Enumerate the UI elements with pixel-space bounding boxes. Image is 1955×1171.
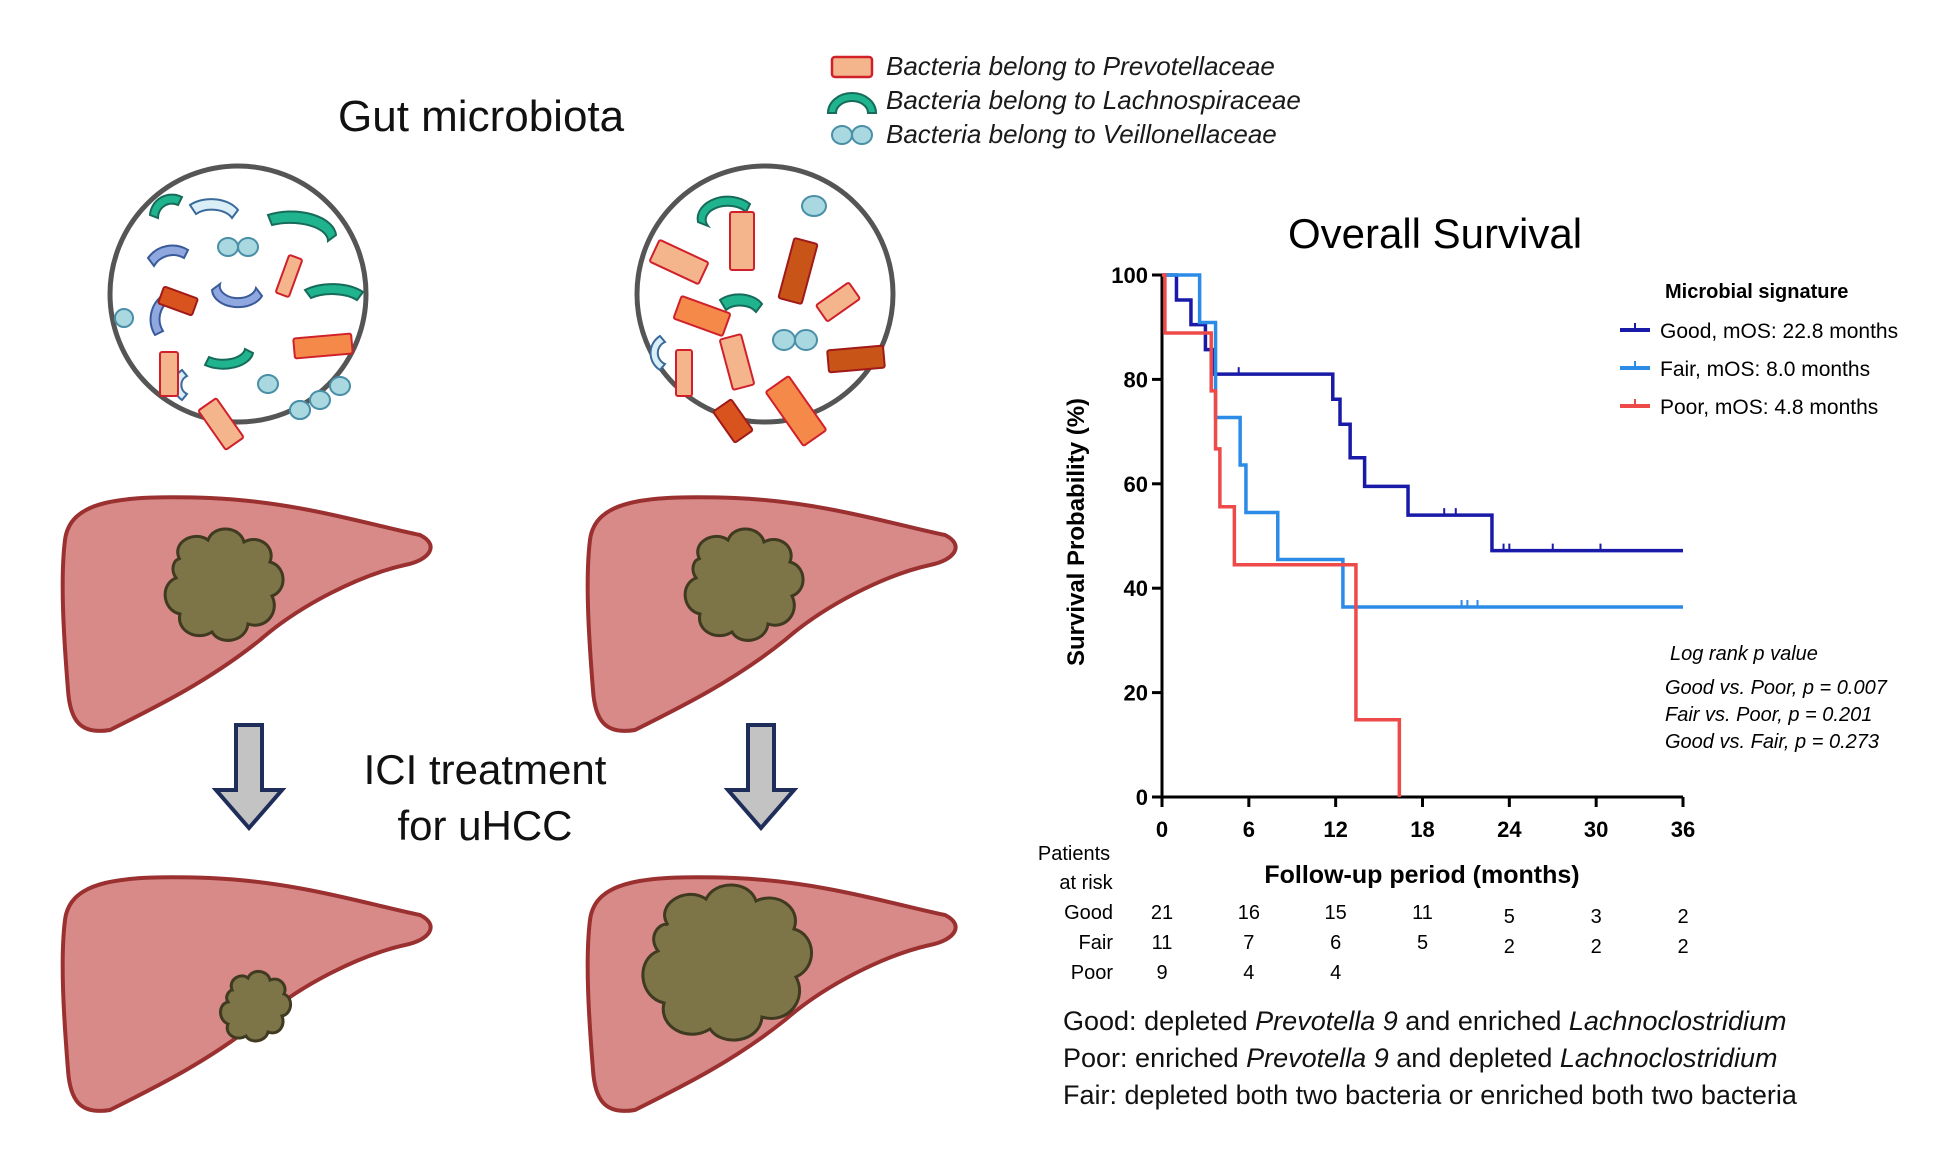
risk-table: Good 21 16 15 11 5 3 2 Fair 11 7 6 5 2 2 2 Poor 9 4 4 bbox=[1064, 902, 1689, 984]
risk-value: 21 bbox=[1151, 902, 1173, 924]
risk-value: 7 bbox=[1243, 932, 1254, 954]
down-arrow-left bbox=[211, 723, 287, 832]
gut-microbiota-title: Gut microbiota bbox=[338, 92, 625, 141]
x-tick-label: 18 bbox=[1410, 817, 1434, 842]
x-tick-label: 0 bbox=[1156, 817, 1168, 842]
risk-value: 6 bbox=[1330, 932, 1341, 954]
legend-title: Microbial signature bbox=[1665, 281, 1848, 303]
plot-area: 0 20 40 60 80 100 0 6 12 18 24 30 36 bbox=[1111, 263, 1695, 842]
legend-item-lachnospiraceae: Bacteria belong to Lachnospiraceae bbox=[820, 83, 1301, 117]
risk-header-2: at risk bbox=[1059, 872, 1113, 894]
legend-item-prevotellaceae: Bacteria belong to Prevotellaceae bbox=[820, 49, 1275, 83]
ici-line-1: ICI treatment bbox=[363, 746, 607, 793]
definition-taxon: Lachnoclostridium bbox=[1568, 1006, 1787, 1036]
definition-fair: Fair: depleted both two bacteria or enri… bbox=[1063, 1080, 1797, 1111]
ici-line-2: for uHCC bbox=[397, 802, 573, 849]
liver-poor-before bbox=[585, 495, 958, 733]
survival-curve-poor bbox=[1162, 273, 1402, 797]
liver-poor-after bbox=[585, 875, 958, 1113]
survival-curve-good bbox=[1162, 273, 1683, 553]
series-legend-label-good: Good, mOS: 22.8 months bbox=[1660, 320, 1898, 343]
chart-title: Overall Survival bbox=[1288, 210, 1582, 257]
rod-bacteria-icon bbox=[830, 55, 874, 79]
risk-value: 2 bbox=[1591, 936, 1602, 958]
x-axis-label: Follow-up period (months) bbox=[1264, 861, 1579, 889]
legend-label: Bacteria belong to Veillonellaceae bbox=[886, 118, 1277, 149]
risk-row-label: Fair bbox=[1079, 932, 1114, 954]
risk-value: 4 bbox=[1330, 962, 1341, 984]
risk-value: 2 bbox=[1504, 936, 1515, 958]
pvalue-row-3: Good vs. Fair, p = 0.273 bbox=[1665, 731, 1879, 753]
definition-key: Good: bbox=[1063, 1006, 1137, 1036]
risk-value: 16 bbox=[1238, 902, 1260, 924]
risk-value: 4 bbox=[1243, 962, 1254, 984]
y-tick-label: 100 bbox=[1111, 263, 1148, 288]
definition-text: depleted bbox=[1136, 1006, 1256, 1036]
definition-poor: Poor: enriched Prevotella 9 and depleted… bbox=[1063, 1043, 1777, 1074]
ici-treatment-label: ICI treatment for uHCC bbox=[325, 742, 645, 854]
risk-value: 5 bbox=[1417, 932, 1428, 954]
pvalue-title: Log rank p value bbox=[1670, 643, 1818, 665]
risk-value: 3 bbox=[1591, 906, 1602, 928]
risk-value: 9 bbox=[1156, 962, 1167, 984]
x-tick-label: 6 bbox=[1243, 817, 1255, 842]
legend-label: Bacteria belong to Prevotellaceae bbox=[886, 50, 1275, 81]
risk-row-label: Good bbox=[1064, 902, 1113, 924]
y-tick-label: 40 bbox=[1124, 576, 1148, 601]
definition-good: Good: depleted Prevotella 9 and enriched… bbox=[1063, 1006, 1787, 1037]
x-tick-label: 30 bbox=[1584, 817, 1608, 842]
series-legend-label-fair: Fair, mOS: 8.0 months bbox=[1660, 358, 1870, 381]
series-legend: Good, mOS: 22.8 months Fair, mOS: 8.0 mon… bbox=[1620, 320, 1898, 419]
risk-value: 11 bbox=[1412, 902, 1433, 924]
y-tick-label: 60 bbox=[1124, 472, 1148, 497]
definition-taxon: Prevotella 9 bbox=[1246, 1043, 1389, 1073]
series-legend-label-poor: Poor, mOS: 4.8 months bbox=[1660, 396, 1878, 419]
definition-text: depleted both two bacteria or enriched b… bbox=[1117, 1080, 1797, 1110]
risk-value: 5 bbox=[1504, 906, 1515, 928]
definition-text: and enriched bbox=[1397, 1006, 1569, 1036]
risk-value: 11 bbox=[1152, 932, 1173, 954]
risk-value: 15 bbox=[1325, 902, 1347, 924]
definition-taxon: Prevotella 9 bbox=[1255, 1006, 1398, 1036]
good-microbiota-circle bbox=[107, 163, 369, 451]
definition-key: Poor: bbox=[1063, 1043, 1128, 1073]
legend-item-veillonellaceae: Bacteria belong to Veillonellaceae bbox=[820, 117, 1277, 151]
risk-value: 2 bbox=[1677, 936, 1688, 958]
definition-taxon: Lachnoclostridium bbox=[1559, 1043, 1778, 1073]
poor-microbiota-circle bbox=[634, 163, 896, 447]
pvalue-row-2: Fair vs. Poor, p = 0.201 bbox=[1665, 704, 1872, 726]
definition-text: and depleted bbox=[1388, 1043, 1560, 1073]
y-tick-label: 80 bbox=[1124, 367, 1148, 392]
bacteria-legend: Bacteria belong to Prevotellaceae Bacter… bbox=[820, 47, 1360, 157]
y-tick-label: 0 bbox=[1136, 785, 1148, 810]
x-tick-label: 24 bbox=[1497, 817, 1522, 842]
definition-text: enriched bbox=[1127, 1043, 1247, 1073]
liver-good-before bbox=[60, 495, 433, 733]
pvalue-row-1: Good vs. Poor, p = 0.007 bbox=[1665, 677, 1888, 699]
x-tick-label: 36 bbox=[1671, 817, 1695, 842]
crescent-bacteria-icon bbox=[826, 92, 878, 114]
liver-good-after bbox=[60, 875, 433, 1113]
survival-curve-fair bbox=[1162, 273, 1683, 609]
y-tick-label: 20 bbox=[1124, 681, 1148, 706]
risk-value: 2 bbox=[1677, 906, 1688, 928]
risk-header-1: Patients bbox=[1038, 843, 1110, 865]
definition-key: Fair: bbox=[1063, 1080, 1117, 1110]
y-axis-label: Survival Probability (%) bbox=[1063, 398, 1090, 666]
x-tick-label: 12 bbox=[1323, 817, 1347, 842]
coccus-bacteria-icon bbox=[831, 125, 873, 145]
legend-label: Bacteria belong to Lachnospiraceae bbox=[886, 84, 1301, 115]
down-arrow-right bbox=[723, 723, 799, 832]
risk-row-label: Poor bbox=[1071, 962, 1114, 984]
